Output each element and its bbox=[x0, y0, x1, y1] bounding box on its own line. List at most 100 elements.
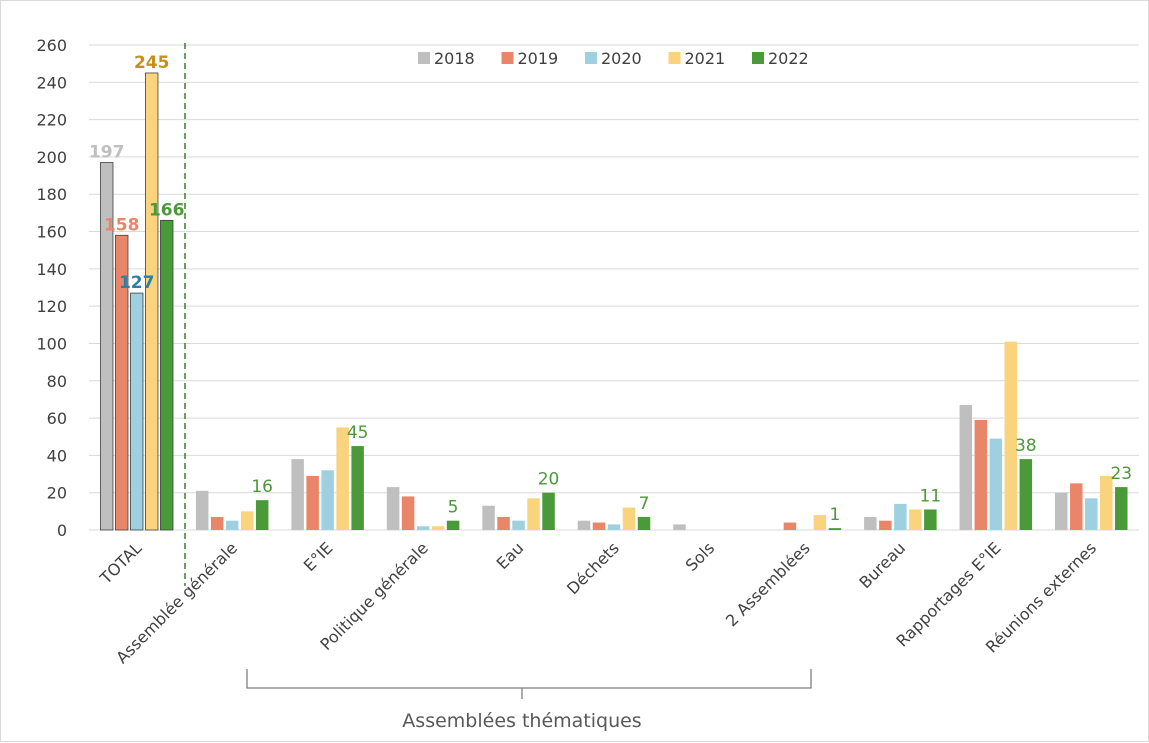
x-category-label: TOTAL bbox=[96, 538, 146, 588]
bar-2022 bbox=[828, 528, 842, 530]
y-tick-label: 40 bbox=[47, 446, 67, 465]
bar-2019 bbox=[974, 419, 988, 530]
data-label-2022: 20 bbox=[538, 470, 560, 490]
bar-2020 bbox=[1085, 498, 1098, 530]
bar-2020 bbox=[512, 520, 525, 530]
bar-2018 bbox=[673, 524, 686, 530]
data-label-total: 197 bbox=[89, 143, 125, 163]
y-tick-label: 240 bbox=[36, 73, 67, 92]
bar-2022 bbox=[351, 446, 364, 530]
legend-label: 2021 bbox=[685, 49, 726, 68]
data-label-total: 166 bbox=[149, 200, 185, 220]
bar-2020 bbox=[894, 503, 907, 530]
bar-2022 bbox=[255, 500, 269, 530]
y-axis-ticks: 0 20 40 60 80 100 120 140 160 180 200 220 240 260 bbox=[36, 36, 67, 540]
y-tick-label: 140 bbox=[36, 260, 67, 279]
bar-2021 bbox=[240, 511, 254, 530]
bar-2021 bbox=[527, 498, 540, 530]
bar-2022 bbox=[1115, 487, 1128, 530]
x-category-label: Sols bbox=[682, 538, 719, 575]
bar-2019 bbox=[210, 516, 224, 530]
group-bracket bbox=[246, 669, 812, 699]
data-label-2022: 38 bbox=[1015, 436, 1037, 456]
bar-2022 bbox=[446, 520, 460, 530]
legend-label: 2022 bbox=[768, 49, 809, 68]
bar-2019 bbox=[306, 475, 319, 530]
legend-swatch bbox=[752, 52, 764, 64]
bar-2018 bbox=[100, 162, 114, 531]
bar-2018 bbox=[386, 487, 400, 530]
bar-2020 bbox=[130, 292, 144, 531]
bar-2018 bbox=[577, 520, 591, 530]
legend-swatch bbox=[501, 52, 514, 64]
bar-2022 bbox=[1019, 459, 1033, 530]
bar-2022 bbox=[637, 516, 651, 530]
bar-2021 bbox=[145, 72, 159, 531]
legend-label: 2020 bbox=[601, 49, 642, 68]
bar-2019 bbox=[401, 496, 415, 530]
group-bracket-label: Assemblées thématiques bbox=[402, 710, 641, 732]
data-label-2022: 1 bbox=[829, 505, 840, 525]
data-label-2022: 11 bbox=[920, 486, 942, 506]
bar-2021 bbox=[431, 526, 445, 530]
bar-2018 bbox=[195, 490, 209, 530]
bar-2019 bbox=[1070, 483, 1083, 530]
bar-2019 bbox=[497, 516, 510, 530]
bar-2021 bbox=[909, 509, 922, 530]
data-label-total: 158 bbox=[104, 215, 140, 235]
y-tick-label: 100 bbox=[36, 334, 67, 353]
y-tick-label: 60 bbox=[47, 409, 67, 428]
bar-2020 bbox=[416, 526, 430, 530]
data-label-total: 245 bbox=[134, 53, 170, 73]
legend: 2018 2019 2020 2021 2022 bbox=[418, 49, 809, 68]
y-tick-label: 20 bbox=[47, 484, 67, 503]
bar-2021 bbox=[813, 515, 827, 530]
x-category-label: E°IE bbox=[300, 538, 337, 575]
y-tick-label: 0 bbox=[57, 521, 67, 540]
bar-2019 bbox=[115, 234, 129, 531]
bar-2020 bbox=[989, 438, 1003, 530]
y-tick-label: 120 bbox=[36, 297, 67, 316]
bar-2021 bbox=[1004, 341, 1018, 530]
legend-label: 2019 bbox=[518, 49, 559, 68]
bar-2022 bbox=[160, 219, 174, 531]
bar-2018 bbox=[291, 459, 304, 530]
data-label-2022: 7 bbox=[639, 494, 650, 514]
bar-2021 bbox=[336, 427, 349, 530]
bar-2019 bbox=[783, 522, 797, 530]
x-category-label: 2 Assemblées bbox=[722, 538, 814, 630]
bar-2019 bbox=[879, 520, 892, 530]
bar-2018 bbox=[1055, 492, 1068, 530]
y-tick-label: 80 bbox=[47, 372, 67, 391]
y-tick-label: 180 bbox=[36, 185, 67, 204]
x-category-label: Déchets bbox=[563, 538, 623, 598]
legend-swatch bbox=[585, 52, 597, 64]
data-label-total: 127 bbox=[119, 273, 155, 293]
bar-2021 bbox=[622, 507, 636, 530]
bar-2022 bbox=[542, 492, 555, 530]
x-category-label: Rapportages E°IE bbox=[892, 538, 1004, 650]
bar-2020 bbox=[607, 524, 621, 530]
bar-2020 bbox=[225, 520, 239, 530]
legend-label: 2018 bbox=[434, 49, 475, 68]
x-category-label: Bureau bbox=[855, 538, 909, 592]
x-category-label: Eau bbox=[493, 538, 528, 573]
bars bbox=[100, 72, 1128, 531]
x-category-label: Politique générale bbox=[316, 538, 432, 654]
legend-swatch bbox=[668, 52, 681, 64]
data-label-2022: 16 bbox=[251, 477, 273, 497]
legend-swatch bbox=[418, 52, 430, 64]
y-tick-label: 160 bbox=[36, 223, 67, 242]
bar-2019 bbox=[592, 522, 606, 530]
bar-2021 bbox=[1100, 475, 1113, 530]
bar-2022 bbox=[924, 509, 937, 530]
gridlines bbox=[89, 44, 1139, 531]
data-label-2022: 23 bbox=[1110, 464, 1132, 484]
y-tick-label: 200 bbox=[36, 148, 67, 167]
data-label-2022: 45 bbox=[347, 423, 369, 443]
y-tick-label: 260 bbox=[36, 36, 67, 55]
